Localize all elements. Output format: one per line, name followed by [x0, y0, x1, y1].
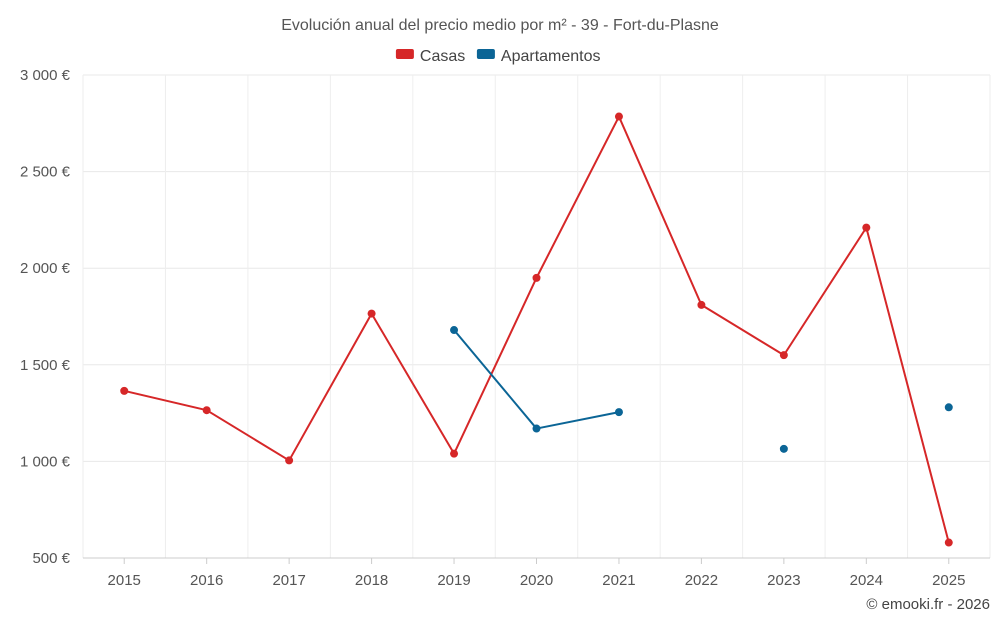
legend-swatch — [395, 49, 414, 59]
y-tick-label: 3 000 € — [20, 67, 71, 84]
credit-text: © emooki.fr - 2026 — [866, 596, 990, 613]
y-tick-label: 1 000 € — [20, 453, 71, 470]
y-tick-label: 2 000 € — [20, 260, 71, 277]
series-apartamentos — [450, 326, 953, 453]
legend: Casas Apartamentos — [395, 48, 601, 65]
data-point-casas-2021[interactable] — [614, 112, 623, 121]
axes: 500 € 1 000 € 1 500 € 2 000 € 2 500 € 3 000 €… — [20, 67, 990, 589]
data-point-casas-2016[interactable] — [202, 406, 211, 415]
x-tick-label: 2020 — [520, 572, 553, 589]
data-point-apartamentos-2020[interactable] — [532, 424, 541, 433]
x-tick-label: 2019 — [437, 572, 470, 589]
data-point-casas-2017[interactable] — [285, 456, 294, 465]
grid — [82, 74, 991, 559]
data-point-apartamentos-2023[interactable] — [779, 444, 788, 453]
x-tick-label: 2023 — [767, 572, 800, 589]
y-tick-label: 1 500 € — [20, 357, 71, 374]
x-tick-label: 2015 — [108, 572, 141, 589]
x-tick-label: 2025 — [932, 572, 965, 589]
data-point-apartamentos-2021[interactable] — [614, 408, 623, 417]
data-point-casas-2018[interactable] — [367, 309, 376, 318]
data-point-apartamentos-2019[interactable] — [450, 326, 459, 335]
data-point-casas-2015[interactable] — [120, 386, 129, 395]
x-tick-label: 2022 — [685, 572, 718, 589]
x-tick-label: 2021 — [602, 572, 635, 589]
x-tick-label: 2016 — [190, 572, 223, 589]
data-point-casas-2019[interactable] — [450, 449, 459, 458]
series-line-apartamentos — [453, 329, 620, 430]
legend-item-casas[interactable]: Casas — [395, 48, 465, 65]
x-tick-label: 2018 — [355, 572, 388, 589]
y-tick-label: 2 500 € — [20, 164, 71, 181]
legend-item-apartamentos[interactable]: Apartamentos — [476, 48, 601, 65]
y-tick-label: 500 € — [32, 550, 70, 567]
data-point-casas-2020[interactable] — [532, 273, 541, 282]
chart-title: Evolución anual del precio medio por m² … — [281, 17, 719, 34]
x-tick-label: 2024 — [850, 572, 883, 589]
series-layer — [120, 112, 953, 547]
series-casas — [120, 112, 953, 547]
data-point-casas-2023[interactable] — [779, 351, 788, 360]
data-point-casas-2022[interactable] — [697, 300, 706, 309]
legend-swatch — [476, 49, 495, 59]
legend-label: Apartamentos — [501, 48, 601, 65]
legend-label: Casas — [420, 48, 465, 65]
x-tick-label: 2017 — [272, 572, 305, 589]
data-point-casas-2024[interactable] — [862, 223, 871, 232]
data-point-casas-2025[interactable] — [944, 538, 953, 547]
data-point-apartamentos-2025[interactable] — [944, 403, 953, 412]
